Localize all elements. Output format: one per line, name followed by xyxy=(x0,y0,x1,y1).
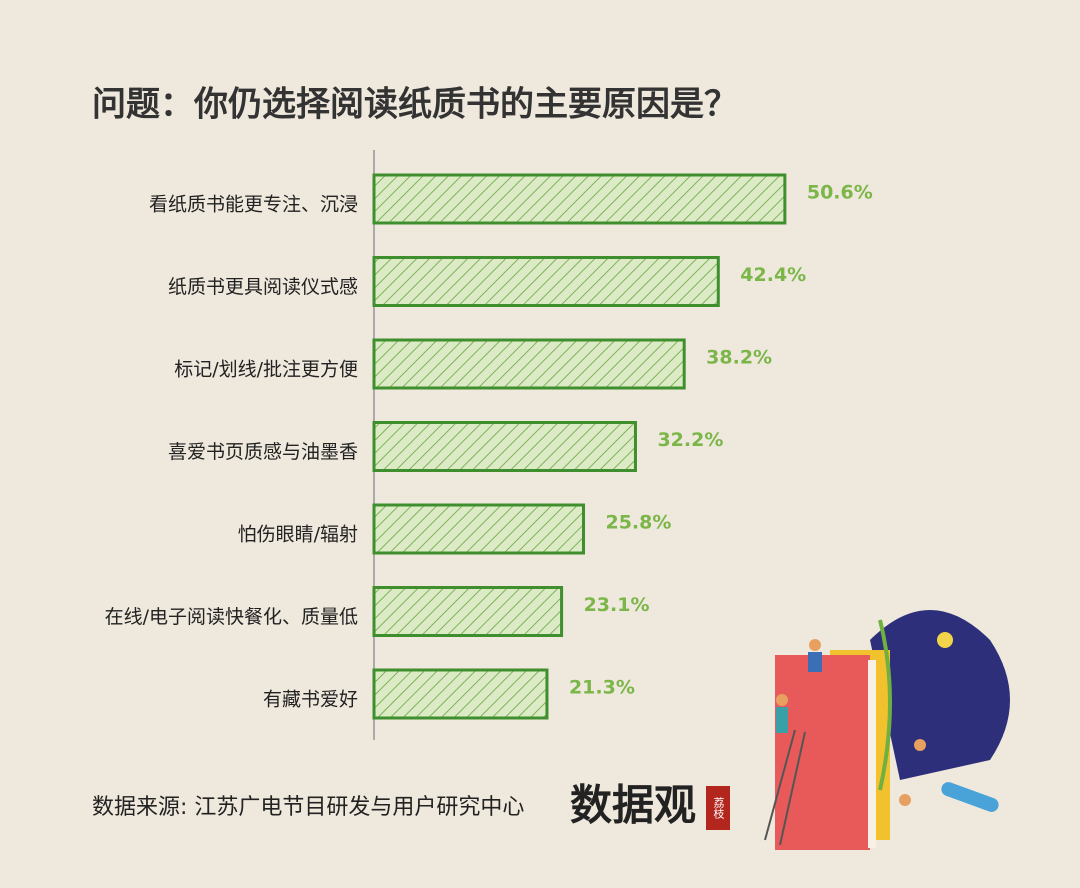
category-label: 在线/电子阅读快餐化、质量低 xyxy=(105,606,358,628)
category-label: 纸质书更具阅读仪式感 xyxy=(168,276,358,298)
category-label: 标记/划线/批注更方便 xyxy=(174,359,358,381)
value-label: 38.2% xyxy=(706,347,772,369)
chart-title: 问题：你仍选择阅读纸质书的主要原因是？ xyxy=(92,85,738,125)
source: 数据来源: 江苏广电节目研发与用户研究中心 xyxy=(92,795,524,820)
category-label: 喜爱书页质感与油墨香 xyxy=(168,441,358,463)
bar xyxy=(372,421,637,472)
value-label: 25.8% xyxy=(605,512,671,534)
illustration xyxy=(764,610,1010,850)
logo-badge-bg xyxy=(706,786,730,830)
category-label: 看纸质书能更专注、沉浸 xyxy=(149,194,358,216)
logo-badge: 荔枝 xyxy=(712,797,725,820)
bar xyxy=(372,173,787,225)
category-label: 怕伤眼睛/辐射 xyxy=(238,524,358,546)
category-label: 有藏书爱好 xyxy=(263,689,358,711)
bar xyxy=(372,503,585,555)
bar xyxy=(372,586,564,637)
value-label: 32.2% xyxy=(657,429,723,451)
bar xyxy=(372,668,549,720)
value-label: 23.1% xyxy=(584,594,650,616)
bar xyxy=(372,256,720,307)
value-label: 42.4% xyxy=(740,264,806,286)
bar xyxy=(372,338,686,390)
value-label: 50.6% xyxy=(807,182,873,204)
logo: 数据观 xyxy=(570,781,696,830)
value-label: 21.3% xyxy=(569,677,635,699)
